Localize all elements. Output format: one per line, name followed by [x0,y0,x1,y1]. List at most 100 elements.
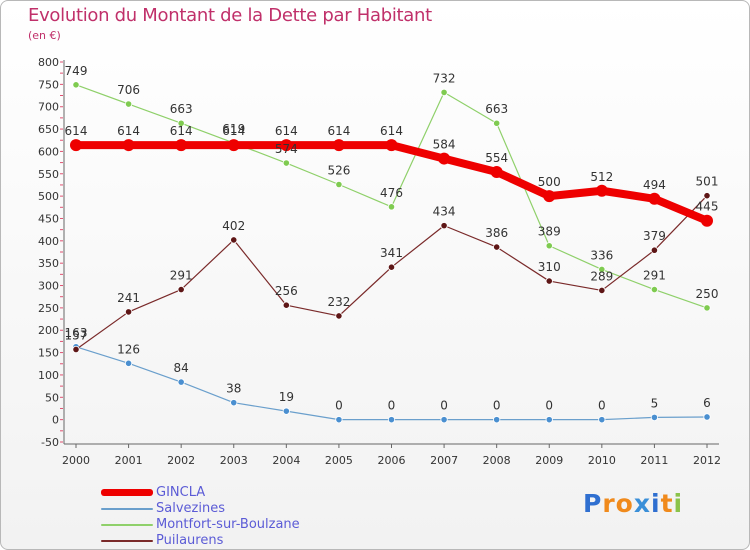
x-tick-label: 2000 [62,454,90,467]
data-point [335,416,343,424]
data-label: 0 [545,399,553,413]
y-tick-label: 100 [38,369,59,382]
y-tick-label: 500 [38,190,59,203]
data-label: 389 [538,225,561,239]
data-label: 614 [327,124,350,138]
data-label: 6 [703,396,711,410]
series-puilaurens [72,192,711,354]
data-point [545,416,553,424]
data-point [387,416,396,424]
legend-swatch [101,508,153,510]
data-point [70,139,82,152]
data-label: 386 [485,226,508,240]
series-salvezines [72,343,711,424]
data-point [72,345,80,354]
x-tick-label: 2010 [588,454,616,467]
data-point [650,246,659,254]
series-gincla [70,139,713,227]
data-point [280,139,293,152]
data-label: 0 [440,399,448,413]
legend-swatch [101,540,153,542]
data-label: 232 [327,295,350,309]
data-point [493,416,501,424]
data-point [227,139,240,152]
data-point [598,265,606,274]
data-point [72,81,80,89]
data-point [332,139,345,152]
y-tick-label: 350 [38,257,59,270]
y-tick-label: 50 [45,391,59,404]
data-label: 574 [275,142,298,156]
data-label: 289 [590,269,613,283]
data-point [124,308,133,316]
y-tick-label: 250 [38,302,59,315]
data-label: 84 [174,361,189,375]
y-tick-label: 0 [52,414,59,427]
x-tick-label: 2005 [325,454,353,467]
data-label: 584 [433,138,456,152]
data-labels: 163 126 84 38 19 0 0 0 0 0 0 5 6 749 706 663 619 574 526 47… [65,64,719,413]
data-label: 445 [696,200,719,214]
data-label: 38 [226,382,241,396]
x-tick-label: 2012 [693,454,721,467]
data-label: 526 [327,163,350,177]
data-point [124,359,133,367]
data-label: 614 [117,124,140,138]
legend-swatch [101,524,153,526]
data-point [490,165,503,178]
data-point [701,214,713,227]
data-point [177,119,185,127]
data-label: 5 [651,396,659,410]
data-label: 291 [643,269,666,283]
series-montfort-sur-boulzane [72,81,711,312]
y-tick-label: 150 [38,347,59,360]
data-point [440,416,448,424]
data-point [124,100,133,108]
data-label: 614 [222,124,245,138]
logo-letter: r [602,489,616,518]
data-label: 250 [696,287,719,301]
logo-letter: i [673,489,684,518]
data-label: 241 [117,291,140,305]
data-point [122,139,135,152]
data-label: 0 [335,399,343,413]
data-label: 291 [170,269,193,283]
y-tick-label: 800 [38,56,59,69]
data-label: 256 [275,284,298,298]
data-label: 126 [117,342,140,356]
data-label: 732 [433,71,456,85]
data-label: 512 [590,170,613,184]
data-point [177,378,185,386]
data-label: 614 [65,124,88,138]
data-label: 434 [433,205,456,219]
legend-swatch [101,489,153,496]
y-tick-label: 700 [38,101,59,114]
data-label: 163 [65,326,88,340]
data-point [543,190,556,203]
legend-label: Salvezines [156,501,225,516]
x-tick-label: 2001 [115,454,143,467]
y-tick-label: 450 [38,212,59,225]
data-label: 310 [538,260,561,274]
legend-label: Puilaurens [156,533,224,548]
x-tick-label: 2007 [430,454,458,467]
logo-letter: t [660,489,674,518]
data-point [438,152,451,165]
data-label: 0 [598,399,606,413]
data-label: 379 [643,229,666,243]
y-tick-label: 400 [38,235,59,248]
data-label: 341 [380,246,403,260]
data-label: 494 [643,178,666,192]
y-tick-label: 550 [38,168,59,181]
data-label: 706 [117,83,140,97]
data-point [230,399,238,407]
logo-letter: x [633,489,651,518]
chart-subtitle: (en €) [28,29,61,42]
data-point [387,203,396,211]
data-label: 614 [275,124,298,138]
data-point [440,88,448,97]
data-label: 619 [222,122,245,136]
data-label: 157 [65,328,88,342]
data-label: 614 [170,124,193,138]
